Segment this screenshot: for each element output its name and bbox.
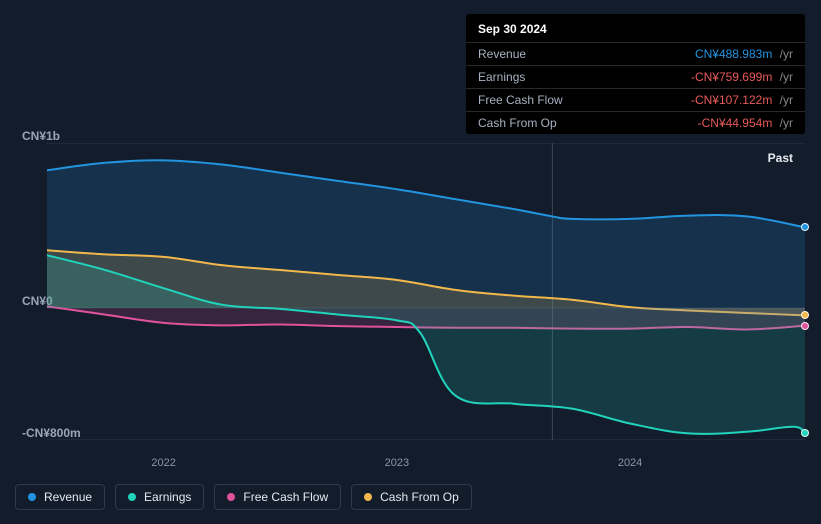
- tooltip-row-label: Earnings: [478, 70, 561, 84]
- legend-dot-icon: [227, 493, 235, 501]
- legend-item-cfo[interactable]: Cash From Op: [351, 484, 472, 510]
- x-axis-label: 2024: [618, 457, 642, 469]
- tooltip-row-label: Revenue: [478, 47, 562, 61]
- series-end-marker: [801, 223, 809, 231]
- tooltip-row: Earnings -CN¥759.699m /yr: [466, 65, 805, 88]
- legend-item-label: Earnings: [144, 490, 191, 504]
- series-end-marker: [801, 429, 809, 437]
- tooltip-row: Revenue CN¥488.983m /yr: [466, 42, 805, 65]
- tooltip-row: Free Cash Flow -CN¥107.122m /yr: [466, 88, 805, 111]
- legend-item-label: Cash From Op: [380, 490, 459, 504]
- legend-item-label: Revenue: [44, 490, 92, 504]
- legend-dot-icon: [128, 493, 136, 501]
- tooltip-row-value: -CN¥44.954m /yr: [698, 116, 793, 130]
- legend-item-earnings[interactable]: Earnings: [115, 484, 204, 510]
- legend-dot-icon: [364, 493, 372, 501]
- legend-dot-icon: [28, 493, 36, 501]
- series-end-marker: [801, 322, 809, 330]
- tooltip-row-value: -CN¥759.699m /yr: [691, 70, 793, 84]
- legend-item-revenue[interactable]: Revenue: [15, 484, 105, 510]
- tooltip-row-label: Free Cash Flow: [478, 93, 599, 107]
- x-axis-label: 2022: [151, 457, 175, 469]
- series-end-marker: [801, 311, 809, 319]
- tooltip-row-label: Cash From Op: [478, 116, 593, 130]
- past-label: Past: [768, 151, 793, 165]
- legend-item-fcf[interactable]: Free Cash Flow: [214, 484, 341, 510]
- tooltip-row-value: -CN¥107.122m /yr: [691, 93, 793, 107]
- y-axis-label: CN¥1b: [22, 129, 60, 143]
- chart-tooltip: Sep 30 2024 Revenue CN¥488.983m /yr Earnin…: [466, 14, 805, 134]
- tooltip-row-value: CN¥488.983m /yr: [695, 47, 793, 61]
- chart-legend: Revenue Earnings Free Cash Flow Cash From O…: [15, 484, 472, 510]
- financials-chart: Past: [47, 143, 805, 440]
- tooltip-date: Sep 30 2024: [466, 20, 805, 42]
- x-axis-label: 2023: [385, 457, 409, 469]
- legend-item-label: Free Cash Flow: [243, 490, 328, 504]
- tooltip-row: Cash From Op -CN¥44.954m /yr: [466, 111, 805, 134]
